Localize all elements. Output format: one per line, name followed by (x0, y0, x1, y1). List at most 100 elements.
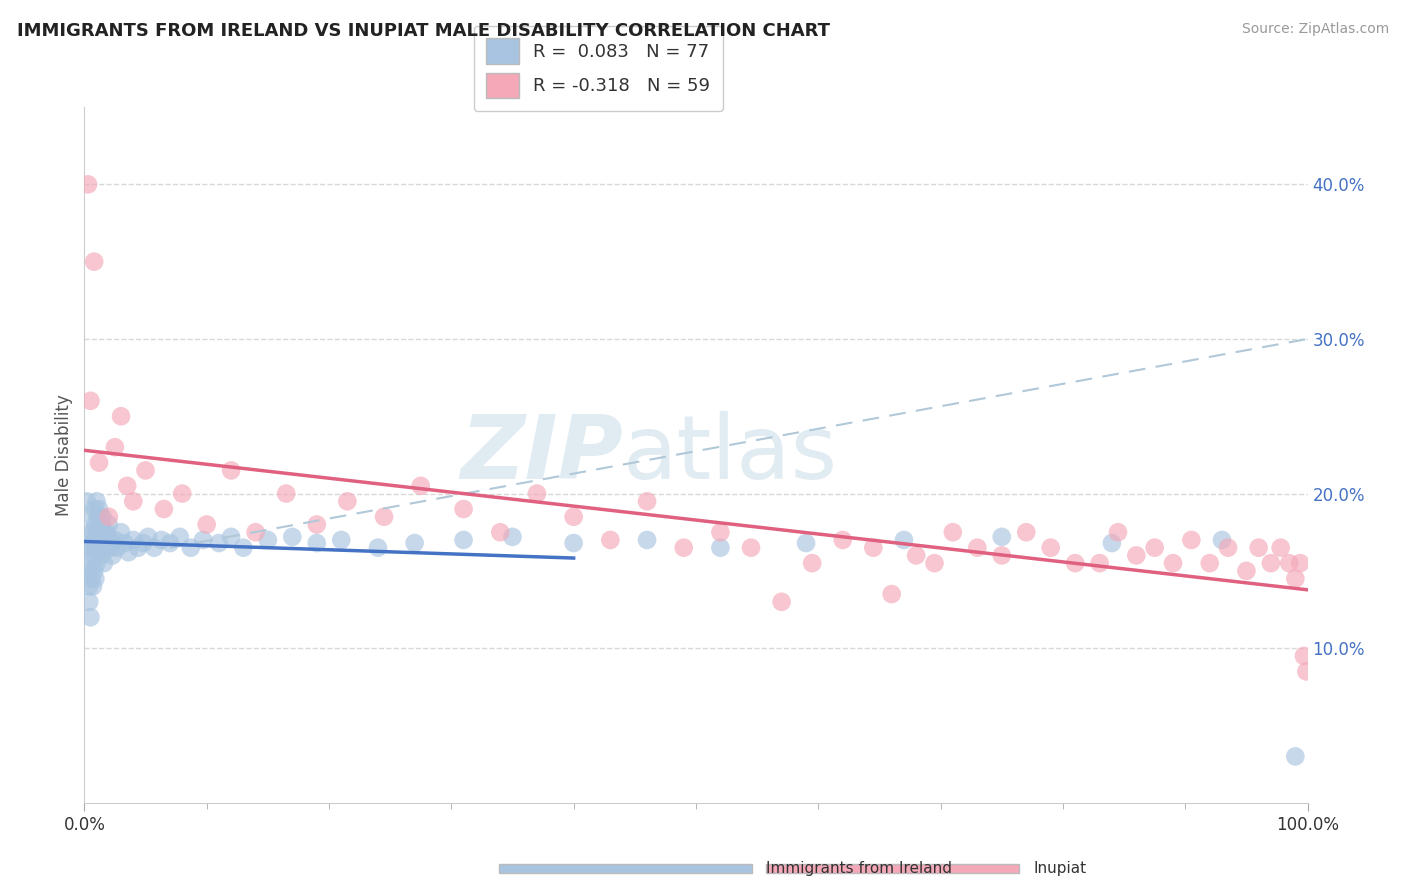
Point (966, 541, 988, 555)
Point (770, 595, 793, 609)
Text: Source: ZipAtlas.com: Source: ZipAtlas.com (1241, 22, 1389, 37)
Point (1039, 541, 1062, 555)
Legend: R =  0.083   N = 77, R = -0.318   N = 59: R = 0.083 N = 77, R = -0.318 N = 59 (474, 26, 723, 111)
Text: ZIP: ZIP (460, 411, 623, 499)
Point (127, 541, 149, 555)
Point (98, 533, 121, 547)
Point (80, 572, 103, 586)
Point (232, 541, 254, 555)
Point (1180, 533, 1202, 547)
Point (794, 536, 817, 550)
Point (90, 517, 112, 532)
Point (89, 509, 111, 524)
Point (122, 494, 145, 508)
Point (219, 530, 242, 544)
Point (94, 533, 117, 547)
Point (153, 502, 176, 516)
Point (83, 502, 105, 516)
Point (101, 549, 124, 563)
Point (905, 549, 928, 563)
Point (77, 564, 100, 578)
Point (1295, 665, 1317, 679)
Point (87, 533, 110, 547)
Point (86, 556, 108, 570)
Point (76, 494, 98, 508)
Point (79, 525, 101, 540)
Point (893, 533, 915, 547)
Text: Immigrants from Ireland: Immigrants from Ireland (766, 861, 952, 876)
Point (87, 502, 110, 516)
Point (79, 556, 101, 570)
Point (87, 541, 110, 555)
Point (96, 525, 118, 540)
Point (87, 456, 110, 470)
Point (942, 525, 965, 540)
Point (143, 541, 166, 555)
Y-axis label: Male Disability: Male Disability (55, 394, 73, 516)
Point (502, 530, 524, 544)
Point (150, 533, 173, 547)
Point (562, 536, 585, 550)
Text: Inupiat: Inupiat (1033, 861, 1087, 876)
Point (599, 533, 621, 547)
Point (562, 509, 585, 524)
Point (114, 536, 136, 550)
Point (136, 530, 159, 544)
Point (709, 541, 731, 555)
Point (1088, 556, 1111, 570)
Point (84, 541, 107, 555)
Point (100, 541, 122, 555)
Point (1161, 556, 1184, 570)
Point (1284, 572, 1306, 586)
FancyBboxPatch shape (766, 863, 1019, 873)
Point (132, 536, 155, 550)
Point (104, 440, 127, 454)
Point (453, 502, 475, 516)
Point (245, 525, 267, 540)
Point (90, 549, 112, 563)
Point (1015, 525, 1038, 540)
Point (77, 178, 100, 192)
Point (991, 530, 1014, 544)
Point (305, 517, 328, 532)
Point (195, 517, 218, 532)
Point (79, 393, 101, 408)
Point (83, 533, 105, 547)
Point (330, 533, 353, 547)
Point (373, 509, 395, 524)
Point (77, 579, 100, 593)
Point (191, 533, 214, 547)
Point (336, 494, 359, 508)
Point (82, 525, 104, 540)
Point (180, 541, 202, 555)
Point (97, 509, 120, 524)
Point (1270, 541, 1292, 555)
Point (636, 494, 658, 508)
FancyBboxPatch shape (499, 863, 752, 873)
Point (453, 533, 475, 547)
Point (91, 509, 114, 524)
Point (1260, 556, 1282, 570)
Point (91, 541, 114, 555)
Point (135, 463, 157, 477)
Point (77, 541, 100, 555)
Point (87, 509, 110, 524)
Point (1211, 533, 1233, 547)
Point (105, 541, 128, 555)
Point (89, 541, 111, 555)
Point (93, 556, 115, 570)
Point (97, 517, 120, 532)
Point (219, 463, 242, 477)
Point (880, 587, 903, 601)
Point (1198, 556, 1220, 570)
Point (1101, 536, 1123, 550)
Point (110, 409, 132, 424)
Point (831, 533, 853, 547)
Point (1143, 541, 1166, 555)
Point (1216, 541, 1239, 555)
Point (80, 509, 103, 524)
Point (104, 533, 127, 547)
Point (86, 525, 108, 540)
Point (1278, 556, 1301, 570)
Point (1247, 541, 1270, 555)
